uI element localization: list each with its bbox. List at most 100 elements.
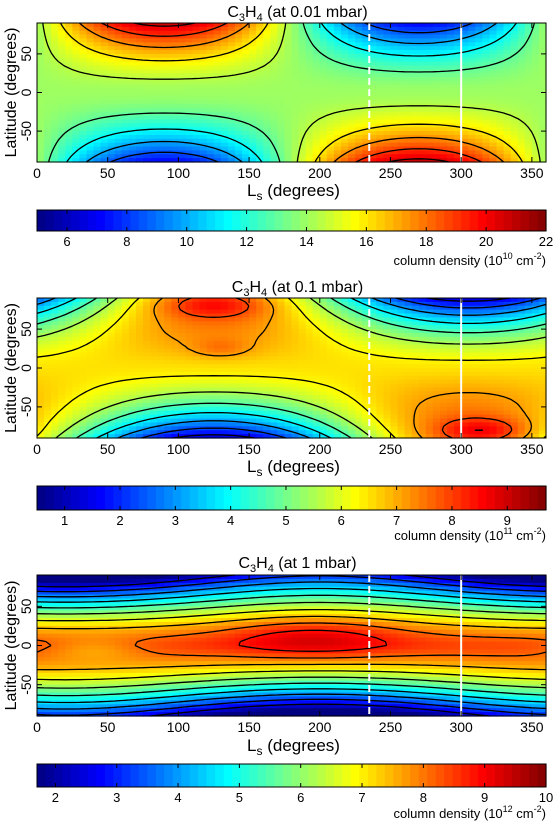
heatmap-cell <box>100 26 109 32</box>
heatmap-cell <box>121 325 130 330</box>
heatmap-cell <box>369 329 377 334</box>
heatmap-cell <box>397 30 406 36</box>
heatmap-cell <box>326 383 335 389</box>
heatmap-cell <box>397 150 406 155</box>
heatmap-cell <box>432 333 441 338</box>
colorbar-segment <box>537 210 547 231</box>
heatmap-cell <box>524 150 533 155</box>
heatmap-cell <box>121 23 130 28</box>
heatmap-cell <box>44 38 52 43</box>
heatmap-cell <box>270 360 278 365</box>
heatmap-cell <box>284 317 293 322</box>
heatmap-cell <box>524 80 533 86</box>
heatmap-cell <box>270 368 278 373</box>
heatmap-cell <box>524 340 533 346</box>
heatmap-cell <box>58 305 66 311</box>
heatmap-cell <box>206 383 215 389</box>
heatmap-cell <box>44 410 52 416</box>
heatmap-cell <box>454 329 462 334</box>
heatmap-cell <box>461 336 469 342</box>
heatmap-cell <box>510 336 519 342</box>
heatmap-cell <box>206 403 215 408</box>
heatmap-cell <box>164 414 172 420</box>
heatmap-cell <box>461 107 469 113</box>
heatmap-cell <box>242 50 250 55</box>
heatmap-cell <box>270 107 278 113</box>
heatmap-cell <box>298 115 307 121</box>
colorbar-tick-label: 20 <box>479 234 493 249</box>
heatmap-cell <box>164 336 172 342</box>
heatmap-cell <box>432 134 441 140</box>
heatmap-cell <box>164 305 172 311</box>
heatmap-cell <box>263 383 271 389</box>
heatmap-cell <box>447 88 455 94</box>
heatmap-cell <box>524 57 533 63</box>
heatmap-cell <box>348 77 356 82</box>
heatmap-cell <box>51 395 59 400</box>
heatmap-cell <box>418 333 427 338</box>
heatmap-cell <box>213 131 222 136</box>
heatmap-cell <box>333 50 342 55</box>
heatmap-cell <box>298 340 307 346</box>
heatmap-cell <box>263 391 271 396</box>
heatmap-cell <box>333 123 342 128</box>
heatmap-cell <box>44 395 52 400</box>
heatmap-cell <box>93 399 102 404</box>
heatmap-cell <box>362 371 370 377</box>
heatmap-cell <box>249 410 257 416</box>
heatmap-cell <box>121 410 130 416</box>
heatmap-cell <box>503 80 512 86</box>
heatmap-cell <box>234 375 243 381</box>
heatmap-cell <box>425 42 434 47</box>
heatmap-cell <box>432 321 441 326</box>
heatmap-cell <box>355 329 363 334</box>
colorbar-tick-label: 12 <box>239 234 253 249</box>
heatmap-cell <box>531 352 540 357</box>
heatmap-cell <box>510 96 519 101</box>
colorbar-segment <box>486 210 496 231</box>
heatmap-cell <box>376 395 384 400</box>
heatmap-cell <box>256 46 264 51</box>
heatmap-cell <box>340 375 349 381</box>
heatmap-cell <box>199 88 208 94</box>
heatmap-cell <box>404 50 413 55</box>
heatmap-cell <box>171 107 179 113</box>
heatmap-cell <box>249 88 257 94</box>
heatmap-cell <box>178 138 187 144</box>
heatmap-cell <box>432 34 441 40</box>
heatmap-cell <box>312 371 321 377</box>
heatmap-cell <box>432 107 441 113</box>
heatmap-cell <box>369 410 377 416</box>
heatmap-cell <box>227 42 236 47</box>
heatmap-cell <box>482 333 491 338</box>
heatmap-cell <box>348 329 356 334</box>
heatmap-cell <box>199 309 208 315</box>
heatmap-cell <box>355 69 363 74</box>
heatmap-cell <box>135 50 144 55</box>
heatmap-cell <box>249 142 257 148</box>
heatmap-cell <box>305 321 314 326</box>
heatmap-cell <box>107 61 116 67</box>
heatmap-cell <box>461 123 469 128</box>
heatmap-cell <box>128 329 137 334</box>
heatmap-cell <box>461 96 469 101</box>
heatmap-cell <box>411 96 420 101</box>
heatmap-cell <box>510 138 519 144</box>
heatmap-cell <box>411 348 420 354</box>
heatmap-cell <box>291 92 300 97</box>
heatmap-cell <box>164 325 172 330</box>
heatmap-cell <box>242 325 250 330</box>
heatmap-cell <box>121 379 130 385</box>
heatmap-cell <box>517 321 526 326</box>
heatmap-cell <box>100 34 109 40</box>
heatmap-cell <box>411 309 420 315</box>
heatmap-cell <box>178 53 187 59</box>
heatmap-cell <box>348 138 356 144</box>
heatmap-cell <box>376 111 384 117</box>
heatmap-cell <box>432 84 441 90</box>
heatmap-cell <box>496 111 505 117</box>
heatmap-cell <box>107 336 116 342</box>
heatmap-cell <box>447 142 455 148</box>
heatmap-cell <box>411 65 420 70</box>
heatmap-cell <box>44 325 52 330</box>
